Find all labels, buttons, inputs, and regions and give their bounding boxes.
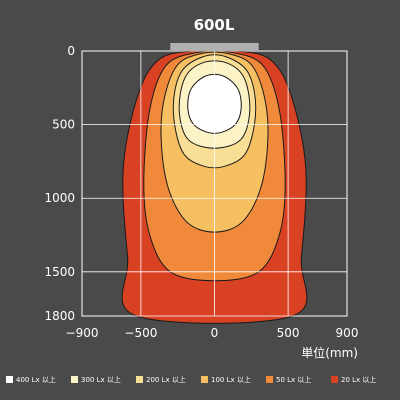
legend-label-0: 400 Lx 以上 xyxy=(16,375,56,384)
y-axis: 0 500 1000 1500 1800 xyxy=(44,44,75,323)
chart-title: 600L xyxy=(194,16,235,34)
x-axis: −900 −500 0 500 900 xyxy=(66,326,359,340)
y-tick-label-3: 1500 xyxy=(44,265,75,279)
plot-area xyxy=(81,43,348,324)
legend-label-1: 300 Lx 以上 xyxy=(81,375,121,384)
x-tick-label-3: 500 xyxy=(277,326,300,340)
x-tick-label-1: −500 xyxy=(124,326,157,340)
legend-label-2: 200 Lx 以上 xyxy=(146,375,186,384)
y-tick-label-0: 0 xyxy=(67,44,75,58)
x-tick-label-4: 900 xyxy=(336,326,359,340)
legend-swatch-3 xyxy=(201,376,208,383)
legend-swatch-1 xyxy=(71,376,78,383)
y-tick-label-4: 1800 xyxy=(44,309,75,323)
legend-swatch-5 xyxy=(331,376,338,383)
y-tick-label-1: 500 xyxy=(52,118,75,132)
legend-label-5: 20 Lx 以上 xyxy=(341,375,376,384)
x-tick-label-2: 0 xyxy=(211,326,219,340)
legend-swatch-2 xyxy=(136,376,143,383)
grid xyxy=(81,50,348,317)
y-tick-label-2: 1000 xyxy=(44,191,75,205)
legend-label-3: 100 Lx 以上 xyxy=(211,375,251,384)
legend-label-4: 50 Lx 以上 xyxy=(276,375,311,384)
legend-swatch-0 xyxy=(6,376,13,383)
light-fixture xyxy=(170,43,259,51)
x-tick-label-0: −900 xyxy=(66,326,99,340)
x-axis-unit-label: 単位(mm) xyxy=(301,345,358,360)
legend: 400 Lx 以上 300 Lx 以上 200 Lx 以上 100 Lx 以上 50 L… xyxy=(6,375,376,384)
legend-swatch-4 xyxy=(266,376,273,383)
